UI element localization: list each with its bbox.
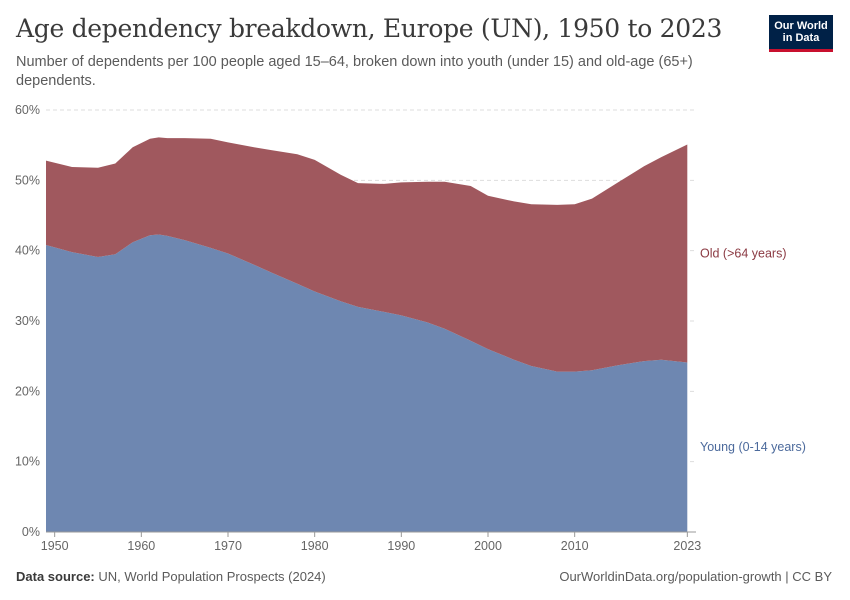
data-source-text: UN, World Population Prospects (2024) xyxy=(98,569,326,584)
y-tick-label: 60% xyxy=(15,103,40,117)
owid-logo[interactable]: Our World in Data xyxy=(769,15,833,52)
y-tick-label: 0% xyxy=(22,525,40,539)
x-tick-label: 1950 xyxy=(41,539,69,553)
series-label-young: Young (0-14 years) xyxy=(700,440,806,454)
x-tick-label: 1980 xyxy=(301,539,329,553)
source-link[interactable]: OurWorldinData.org/population-growth | C… xyxy=(559,569,832,584)
y-tick-label: 30% xyxy=(15,314,40,328)
x-tick-label: 2010 xyxy=(561,539,589,553)
data-source: Data source: UN, World Population Prospe… xyxy=(16,569,326,584)
x-tick-label: 1970 xyxy=(214,539,242,553)
chart-subtitle: Number of dependents per 100 people aged… xyxy=(16,54,693,89)
old-area xyxy=(46,137,688,372)
y-tick-label: 20% xyxy=(15,384,40,398)
x-tick-label: 1990 xyxy=(387,539,415,553)
y-tick-label: 10% xyxy=(15,455,40,469)
data-source-label: Data source: xyxy=(16,569,95,584)
x-tick-label: 2000 xyxy=(474,539,502,553)
y-tick-label: 40% xyxy=(15,244,40,258)
y-tick-label: 50% xyxy=(15,173,40,187)
chart-title: Age dependency breakdown, Europe (UN), 1… xyxy=(16,14,723,43)
x-tick-label: 2023 xyxy=(673,539,701,553)
x-tick-label: 1960 xyxy=(127,539,155,553)
area-layer xyxy=(46,137,688,532)
young-area xyxy=(46,234,688,532)
series-label-old: Old (>64 years) xyxy=(700,246,787,260)
axis-layer: 0% 10% 20% 30% 40% 50% 60% 1950 1960 1970 1980 1990… xyxy=(15,103,701,553)
series-label-layer: Old (>64 years) Young (0-14 years) xyxy=(700,246,806,454)
